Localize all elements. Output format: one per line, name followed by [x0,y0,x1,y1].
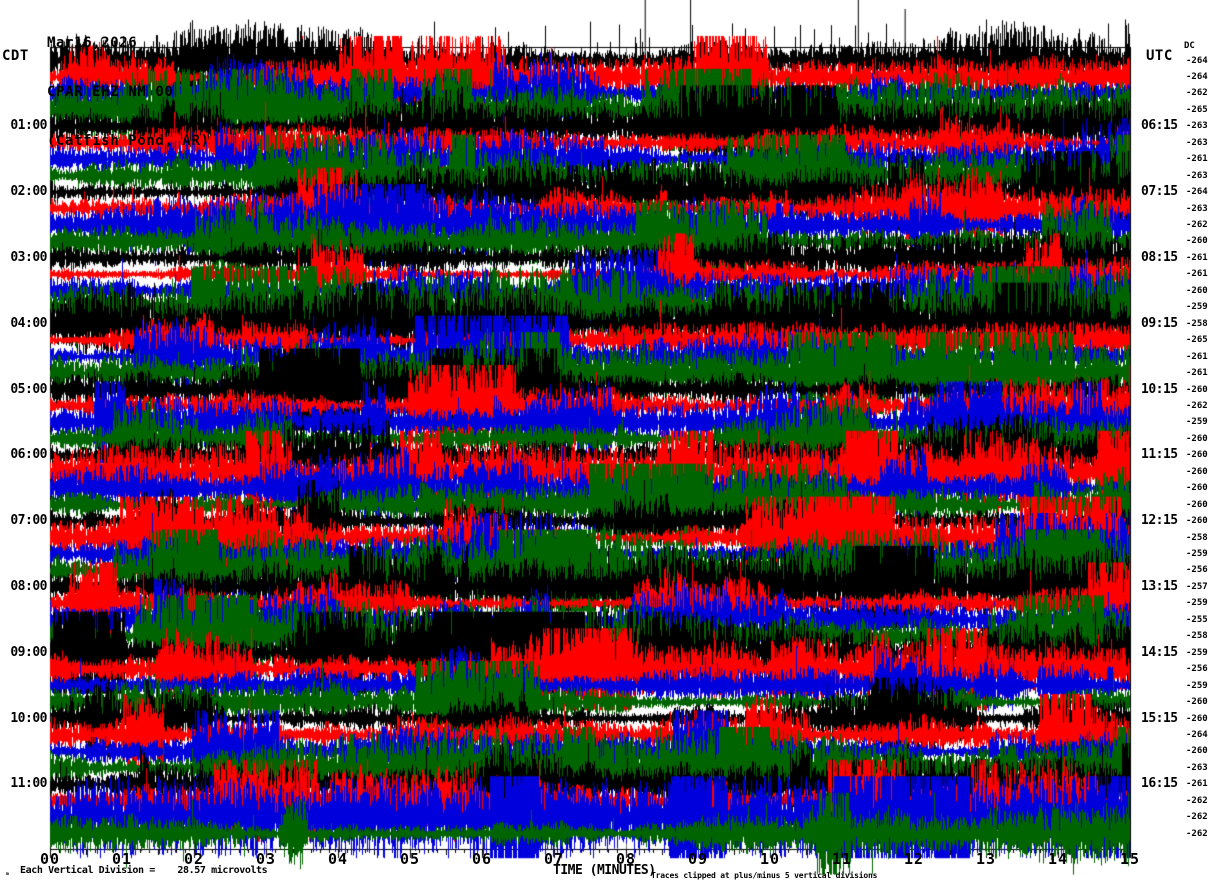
dc-offset-value: -258 [1186,532,1208,543]
dc-offset-value: -256 [1186,565,1208,576]
dc-offset-value: -264 [1186,187,1208,198]
left-time-label: 05:00 [10,381,47,397]
dc-offset-value: -264 [1186,71,1208,82]
dc-offset-value: -260 [1186,746,1208,757]
x-tick-label: 05 [399,850,421,868]
x-tick-label: 08 [615,850,637,868]
right-axis-header-utc: UTC [1146,48,1173,64]
dc-offset-value: -262 [1186,88,1208,99]
dc-offset-value: -261 [1186,368,1208,379]
x-axis-title: TIME (MINUTES) [553,863,656,878]
dc-offset-value: -259 [1186,680,1208,691]
x-tick-label: 03 [255,850,277,868]
x-tick-label: 11 [831,850,853,868]
corner-glyph: ₘ [5,868,10,877]
dc-offset-value: -265 [1186,104,1208,115]
dc-offset-value: -260 [1186,499,1208,510]
dc-offset-value: -263 [1186,137,1208,148]
left-time-label: 06:00 [10,447,47,463]
dc-offset-value: -262 [1186,812,1208,823]
footer-clip-note: Traces clipped at plus/minus 5 vertical … [651,871,878,880]
dc-offset-value: -260 [1186,697,1208,708]
dc-offset-value: -260 [1186,285,1208,296]
dc-offset-value: -263 [1186,170,1208,181]
x-tick-label: 12 [903,850,925,868]
dc-offset-value: -255 [1186,614,1208,625]
dc-offset-value: -261 [1186,779,1208,790]
left-time-label: 07:00 [10,513,47,529]
header-date: Mar16,2026 [47,35,138,51]
left-time-label: 02:00 [10,184,47,200]
dc-offset-value: -258 [1186,318,1208,329]
dc-offset-value: -258 [1186,631,1208,642]
header-station-id: CPAR EHZ NM 00 [47,84,174,100]
dc-column-header: DC [1184,41,1195,51]
right-time-label: 16:15 [1141,776,1178,792]
dc-offset-value: -263 [1186,762,1208,773]
left-time-label: 09:00 [10,644,47,660]
dc-offset-value: -259 [1186,417,1208,428]
right-time-label: 07:15 [1141,184,1178,200]
right-time-label: 11:15 [1141,447,1178,463]
dc-offset-value: -263 [1186,121,1208,132]
dc-offset-value: -261 [1186,252,1208,263]
right-time-label: 10:15 [1141,381,1178,397]
left-time-label: 04:00 [10,315,47,331]
dc-offset-value: -260 [1186,516,1208,527]
dc-offset-value: -259 [1186,598,1208,609]
dc-offset-value: -259 [1186,549,1208,559]
left-time-label: 11:00 [10,776,47,792]
x-tick-label: 13 [975,850,997,868]
dc-offset-value: -256 [1186,664,1208,675]
dc-offset-value: -259 [1186,302,1208,313]
right-time-label: 09:15 [1141,315,1178,331]
x-tick-label: 06 [471,850,493,868]
dc-offset-value: -262 [1186,795,1208,806]
x-tick-label: 04 [327,850,349,868]
left-time-label: 08:00 [10,578,47,594]
left-time-label: 03:00 [10,249,47,265]
x-tick-label: 07 [543,850,565,868]
x-tick-label: 10 [759,850,781,868]
x-tick-label: 00 [39,850,61,868]
dc-offset-value: -260 [1186,450,1208,461]
footer-scale-note: Each Vertical Division = 28.57 microvolt… [20,865,268,876]
x-tick-label: 02 [183,850,205,868]
dc-offset-value: -260 [1186,384,1208,395]
left-axis-header-cdt: CDT [2,48,29,64]
x-tick-label: 15 [1119,850,1141,868]
x-tick-label: 09 [687,850,709,868]
right-time-label: 08:15 [1141,249,1178,265]
x-tick-label: 01 [111,850,133,868]
dc-offset-value: -264 [1186,729,1208,740]
dc-offset-value: -260 [1186,713,1208,724]
right-time-label: 15:15 [1141,710,1178,726]
dc-offset-value: -261 [1186,269,1208,280]
dc-offset-value: -257 [1186,581,1208,592]
dc-offset-value: -264 [1186,55,1208,66]
right-time-label: 12:15 [1141,513,1178,529]
dc-offset-value: -262 [1186,400,1208,411]
header: Mar16,2026 CPAR EHZ NM 00 (Catfish Pond,… [47,4,210,183]
dc-offset-value: -265 [1186,335,1208,346]
left-time-label: 01:00 [10,118,47,134]
right-time-label: 14:15 [1141,644,1178,660]
header-station-location: (Catfish Pond, AR) [47,133,210,149]
dc-offset-value: -260 [1186,433,1208,444]
dc-offset-value: -261 [1186,154,1208,165]
dc-offset-value: -262 [1186,828,1208,839]
right-time-label: 06:15 [1141,118,1178,134]
dc-offset-value: -261 [1186,351,1208,362]
left-time-label: 10:00 [10,710,47,726]
dc-offset-value: -260 [1186,236,1208,247]
x-tick-label: 14 [1047,850,1069,868]
dc-offset-value: -262 [1186,220,1208,230]
dc-offset-value: -263 [1186,203,1208,214]
dc-offset-value: -260 [1186,466,1208,477]
dc-offset-value: -259 [1186,647,1208,658]
right-time-label: 13:15 [1141,578,1178,594]
dc-offset-value: -260 [1186,483,1208,494]
